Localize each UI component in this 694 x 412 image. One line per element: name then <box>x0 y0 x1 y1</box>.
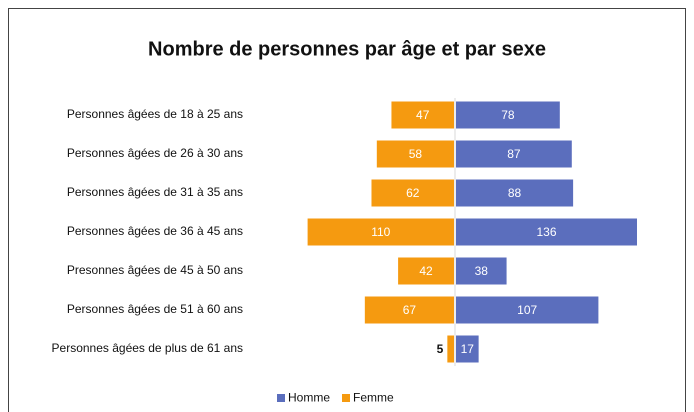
bar <box>447 335 454 363</box>
y-tick-label: Presonnes âgées de 45 à 50 ans <box>67 263 243 277</box>
legend-swatch <box>342 394 350 402</box>
value-label: 88 <box>508 186 522 200</box>
y-tick-label: Personnes âgées de 31 à 35 ans <box>67 185 243 199</box>
y-tick-label: Personnes âgées de 51 à 60 ans <box>67 302 243 316</box>
value-label: 58 <box>409 147 423 161</box>
bar <box>391 101 454 129</box>
bar <box>456 101 560 129</box>
bar <box>456 179 574 207</box>
value-label: 5 <box>437 342 444 356</box>
legend-label: Femme <box>353 391 394 405</box>
legend-swatch <box>277 394 285 402</box>
y-tick-label: Personnes âgées de plus de 61 ans <box>52 341 243 355</box>
bar <box>456 218 637 246</box>
value-label: 136 <box>536 225 556 239</box>
value-label: 78 <box>501 108 515 122</box>
bar <box>364 296 454 324</box>
bar <box>456 140 572 168</box>
bar <box>307 218 454 246</box>
y-tick-label: Personnes âgées de 18 à 25 ans <box>67 107 243 121</box>
value-label: 47 <box>416 108 430 122</box>
y-tick-label: Personnes âgées de 26 à 30 ans <box>67 146 243 160</box>
value-label: 62 <box>406 186 420 200</box>
chart-title: Nombre de personnes par âge et par sexe <box>148 38 546 60</box>
y-tick-label: Personnes âgées de 36 à 45 ans <box>67 224 243 238</box>
value-label: 107 <box>517 303 537 317</box>
value-label: 38 <box>475 264 489 278</box>
bar <box>456 296 599 324</box>
bar <box>371 179 454 207</box>
legend-label: Homme <box>288 391 330 405</box>
bar <box>456 335 479 363</box>
bar <box>398 257 454 285</box>
value-label: 17 <box>461 342 475 356</box>
value-label: 87 <box>507 147 521 161</box>
bar <box>456 257 507 285</box>
bar <box>376 140 454 168</box>
value-label: 42 <box>419 264 433 278</box>
value-label: 110 <box>371 225 390 239</box>
value-label: 67 <box>403 303 417 317</box>
chart-frame <box>8 8 686 412</box>
